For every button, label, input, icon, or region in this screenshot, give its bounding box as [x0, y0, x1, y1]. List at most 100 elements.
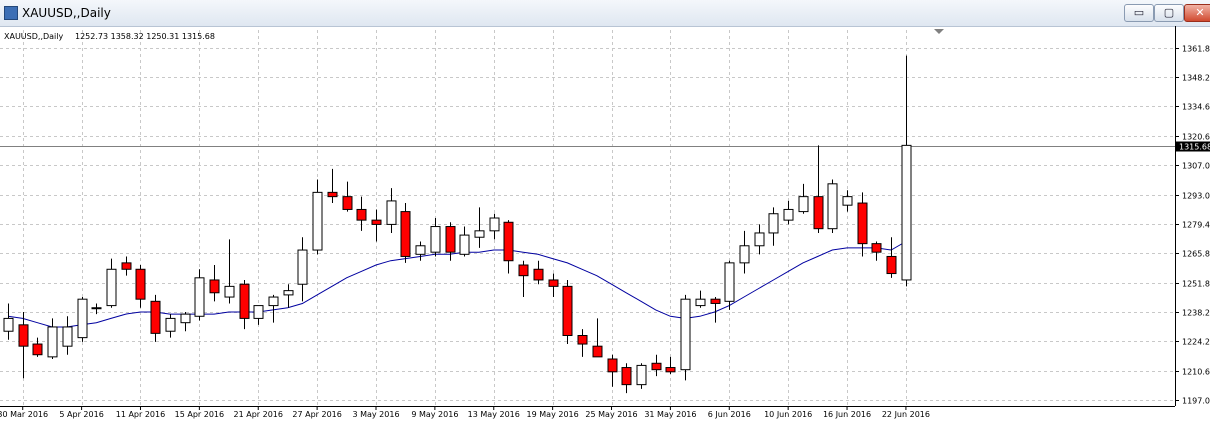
candle-body-bear — [135, 268, 146, 300]
candle — [224, 239, 235, 304]
candle-body-bull — [415, 245, 426, 255]
candle — [665, 356, 676, 374]
candle-body-bull — [268, 296, 279, 307]
candle — [813, 145, 824, 233]
candle-body-bull — [430, 226, 441, 253]
price-chart[interactable]: 1197.00 1210.60 1224.20 1238.20 1251.80 1265.… — [0, 26, 1210, 423]
candle-body-bull — [768, 213, 779, 234]
y-tick-label: 1361.80 — [1182, 45, 1210, 54]
candle — [871, 241, 882, 261]
candle — [253, 305, 264, 325]
candle — [312, 179, 323, 255]
candle — [342, 181, 353, 212]
candle-body-bear — [813, 196, 824, 230]
candle — [106, 258, 117, 308]
x-tick-label: 30 Mar 2016 — [0, 410, 48, 419]
candle — [18, 312, 29, 379]
candle — [209, 265, 220, 302]
x-tick-label: 13 May 2016 — [468, 410, 520, 419]
x-tick-label: 15 Apr 2016 — [175, 410, 224, 419]
candle-body-bull — [106, 268, 117, 307]
candle-body-bear — [400, 211, 411, 257]
axes-layer: 1197.00 1210.60 1224.20 1238.20 1251.80 1265.… — [0, 26, 1210, 419]
current-price-box — [1176, 141, 1210, 152]
candle — [827, 179, 838, 233]
candle — [165, 314, 176, 338]
candle — [47, 318, 58, 359]
x-tick-label: 31 May 2016 — [644, 410, 696, 419]
candle-body-bear — [871, 243, 882, 253]
minimize-button[interactable]: ▭ — [1124, 4, 1154, 22]
candle — [739, 230, 750, 274]
candle-body-bull — [283, 290, 294, 296]
candle — [400, 203, 411, 263]
candle-body-bull — [827, 183, 838, 230]
candle-body-bear — [533, 268, 544, 281]
candle — [62, 316, 73, 355]
candle — [710, 297, 721, 323]
candle — [562, 279, 573, 345]
candle-body-bull — [474, 230, 485, 238]
x-tick-label: 19 May 2016 — [527, 410, 579, 419]
candle — [268, 294, 279, 323]
candle — [474, 207, 485, 248]
candle — [695, 290, 706, 308]
candle-body-bear — [886, 255, 897, 275]
y-tick-label: 1238.20 — [1182, 309, 1210, 318]
y-tick-label: 1265.80 — [1182, 250, 1210, 259]
candle — [886, 237, 897, 278]
candle-body-bull — [680, 298, 691, 371]
x-tick-label: 3 May 2016 — [352, 410, 399, 419]
close-button[interactable]: ✕ — [1184, 4, 1210, 22]
candle-body-bear — [651, 362, 662, 371]
candle-body-bear — [503, 221, 514, 262]
candle — [91, 303, 102, 315]
candle — [283, 284, 294, 308]
candle-body-bear — [342, 196, 353, 210]
candle-body-bear — [121, 262, 132, 270]
candle-body-bear — [621, 367, 632, 386]
candle — [180, 312, 191, 332]
candle-body-bear — [548, 279, 559, 287]
candle — [150, 294, 161, 342]
candle — [415, 241, 426, 261]
x-tick-label: 9 May 2016 — [411, 410, 458, 419]
candle-body-bull — [180, 313, 191, 324]
y-tick-label: 1224.20 — [1182, 338, 1210, 347]
candle-body-bear — [710, 298, 721, 304]
chart-grid — [0, 30, 1175, 406]
candle-body-bull — [297, 249, 308, 285]
candle-body-bull — [724, 262, 735, 302]
candle — [371, 209, 382, 242]
candle-body-bull — [386, 200, 397, 225]
chart-shift-marker — [934, 29, 944, 34]
candle-body-bear — [857, 202, 868, 245]
candle-body-bull — [47, 326, 58, 358]
y-tick-label: 1293.00 — [1182, 192, 1210, 201]
maximize-button[interactable]: ▢ — [1154, 4, 1184, 22]
candle — [621, 363, 632, 394]
candle — [577, 329, 588, 357]
candle — [194, 269, 205, 321]
candle — [239, 279, 250, 330]
candle-body-bull — [695, 298, 706, 307]
candle-body-bull — [798, 196, 809, 213]
candle — [592, 318, 603, 358]
candle — [121, 256, 132, 276]
y-tick-label: 1320.60 — [1182, 133, 1210, 142]
candle — [459, 226, 470, 257]
y-tick-label: 1210.60 — [1182, 368, 1210, 377]
candle — [798, 183, 809, 214]
x-tick-label: 16 Jun 2016 — [823, 410, 871, 419]
candle — [636, 363, 647, 389]
candle-body-bear — [327, 191, 338, 198]
candle-body-bear — [239, 283, 250, 319]
candle — [783, 200, 794, 225]
candle — [651, 354, 662, 377]
x-tick-label: 25 May 2016 — [585, 410, 637, 419]
candle — [901, 55, 912, 287]
x-tick-label: 27 Apr 2016 — [292, 410, 341, 419]
candle-body-bull — [253, 305, 264, 319]
x-tick-label: 5 Apr 2016 — [59, 410, 103, 419]
candle — [680, 294, 691, 381]
